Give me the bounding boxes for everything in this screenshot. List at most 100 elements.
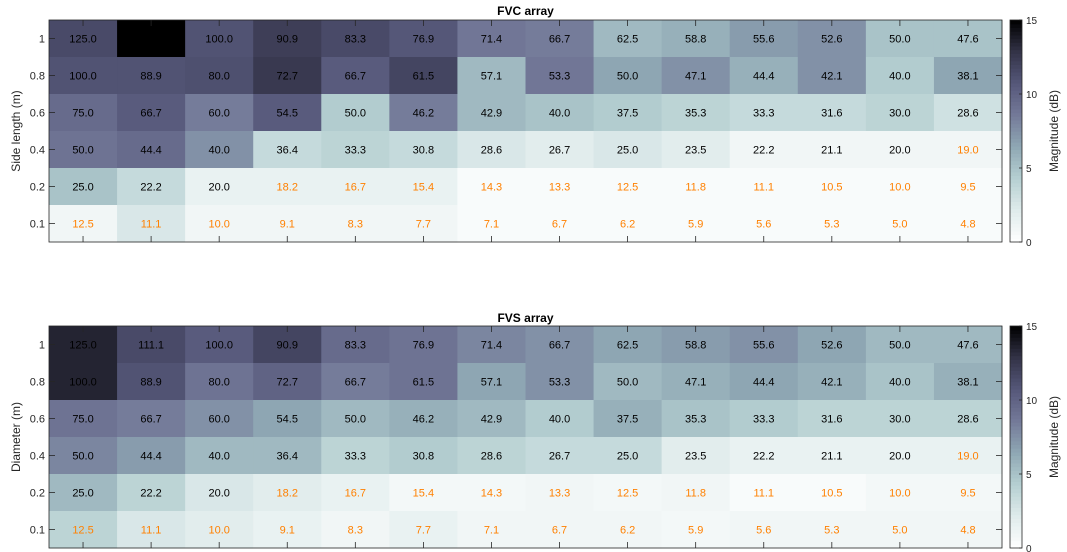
colorbar-segment [1010,418,1022,423]
colorbar-segment [1010,533,1022,538]
cell-value-label: 57.1 [481,71,502,83]
colorbar-segment [1010,429,1022,434]
heatmap-cell [865,474,935,512]
cell-value-label: 50.0 [72,145,93,157]
cell-value-label: 50.0 [889,34,910,46]
colorbar-segment [1010,123,1022,128]
cell-value-label: 33.3 [345,145,366,157]
heatmap-cell [253,57,322,95]
heatmap-cell [49,57,118,95]
heatmap-cell [797,131,867,169]
heatmap-cell [661,94,731,132]
colorbar-segment [1010,227,1022,232]
cell-value-label: 53.3 [549,377,570,389]
cell-value-label: 19.0 [957,145,978,157]
colorbar-segment [1010,164,1022,169]
heatmap-cell [729,20,799,58]
cell-value-label: 21.1 [821,145,842,157]
cell-value-label: 8.3 [348,219,363,231]
colorbar-segment [1010,108,1022,114]
colorbar-segment [1010,503,1022,508]
cell-value-label: 28.6 [957,414,978,426]
colorbar-segment [1010,444,1022,449]
heatmap-cell [253,326,322,364]
heatmap-cell [797,437,867,475]
colorbar-segment [1010,112,1022,117]
heatmap-cell [797,363,867,401]
cell-value-label: 7.1 [484,219,499,231]
heatmap-cell [865,168,935,206]
cell-value-label: 22.2 [753,145,774,157]
heatmap-cell [457,57,526,95]
colorbar-segment [1010,340,1022,346]
chart-title: FVC array [497,4,554,18]
heatmap-cell [797,57,867,95]
colorbar-segment [1010,90,1022,95]
cell-value-label: 7.1 [484,525,499,537]
cell-value-label: 83.3 [345,340,366,352]
heatmap-cell [49,363,118,401]
colorbar-segment [1010,507,1022,512]
colorbar-segment [1010,348,1022,353]
heatmap-cell [321,131,390,169]
colorbar-segment [1010,544,1022,549]
heatmap-cell [117,326,186,364]
heatmap-cell [49,474,118,512]
cell-value-label: 8.3 [348,525,363,537]
colorbar-segment [1010,79,1022,84]
cell-value-label: 15.4 [413,488,434,500]
cell-value-label: 42.1 [821,71,842,83]
heatmap-cell [389,57,458,95]
colorbar-segment [1010,396,1022,401]
heatmap-cell [661,363,731,401]
colorbar-segment [1010,388,1022,394]
heatmap-cell [933,94,1003,132]
colorbar-segment [1010,440,1022,445]
cell-value-label: 66.7 [549,34,570,46]
cell-value-label: 16.7 [345,488,366,500]
colorbar-segment [1010,60,1022,65]
cell-value-label: 50.0 [617,71,638,83]
colorbar-segment [1010,208,1022,213]
heatmap-cell [525,20,595,58]
heatmap-cell [117,400,186,438]
cell-value-label: 50.0 [72,451,93,463]
y-tick-label: 1 [39,34,45,46]
colorbar-segment [1010,422,1022,427]
colorbar-segment [1010,45,1022,51]
colorbar-segment [1010,38,1022,43]
heatmap-cell [729,363,799,401]
colorbar-segment [1010,374,1022,379]
cell-value-label: 66.7 [345,71,366,83]
colorbar-segment [1010,455,1022,460]
cell-value-label: 23.5 [685,145,706,157]
colorbar-segment [1010,171,1022,176]
colorbar-segment [1010,179,1022,184]
colorbar-segment [1010,344,1022,349]
cell-value-label: 6.7 [552,219,567,231]
heatmap-cell [49,168,118,206]
colorbar-segment [1010,97,1022,102]
cell-value-label: 12.5 [72,219,93,231]
y-tick-label: 0.2 [30,488,45,500]
heatmap-cell [797,94,867,132]
heatmap-cell [321,437,390,475]
cell-value-label: 66.7 [549,340,570,352]
cell-value-label: 125.0 [69,340,97,352]
heatmap-cell [185,94,254,132]
colorbar-segment [1010,223,1022,228]
colorbar-segment [1010,193,1022,199]
heatmap-cell [321,168,390,206]
cell-value-label: 53.3 [549,71,570,83]
cell-value-label: 5.9 [688,219,703,231]
cell-value-label: 11.1 [141,525,162,537]
heatmap-cell [185,400,254,438]
colorbar-segment [1010,49,1022,54]
cell-value-label: 10.5 [821,182,842,194]
heatmap-cell [729,94,799,132]
colorbar-segment [1010,499,1022,505]
cell-value-label: 15.4 [413,182,434,194]
cell-value-label: 61.5 [413,71,434,83]
colorbar-segment [1010,425,1022,431]
cell-value-label: 25.0 [617,145,638,157]
